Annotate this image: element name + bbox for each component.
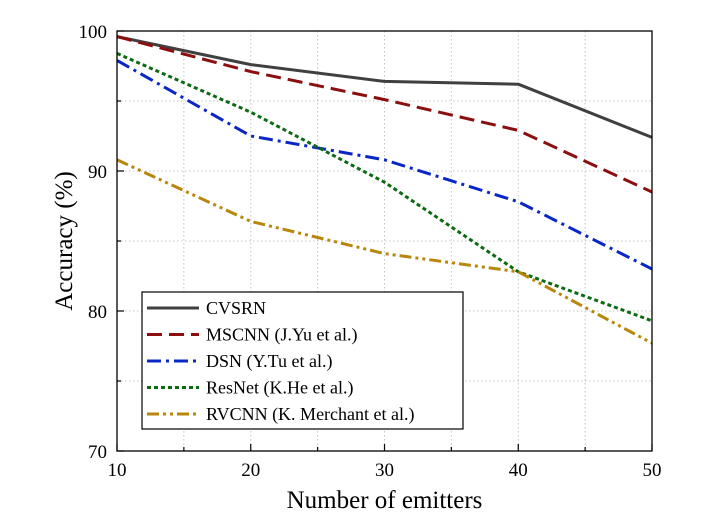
x-axis-title: Number of emitters bbox=[287, 487, 483, 514]
axis-ticks bbox=[116, 30, 653, 452]
legend-label: MSCNN (J.Yu et al.) bbox=[206, 325, 358, 346]
x-tick-label: 10 bbox=[108, 460, 127, 481]
series-line-5 bbox=[116, 158, 653, 345]
y-tick-label: 70 bbox=[88, 442, 107, 463]
y-tick-label: 80 bbox=[88, 302, 107, 323]
x-tick-label: 40 bbox=[509, 460, 528, 481]
series-line-1 bbox=[116, 35, 653, 139]
y-axis-title: Accuracy (%) bbox=[51, 171, 78, 311]
legend-label: DSN (Y.Tu et al.) bbox=[206, 351, 333, 372]
series-line-3 bbox=[116, 59, 653, 271]
series-line-2 bbox=[116, 35, 653, 194]
y-tick-label: 100 bbox=[79, 22, 108, 43]
legend: CVSRN MSCNN (J.Yu et al.) DSN (Y.Tu et al.… bbox=[141, 291, 464, 430]
x-tick-label: 20 bbox=[241, 460, 260, 481]
legend-label: CVSRN bbox=[206, 298, 266, 318]
x-tick-label: 50 bbox=[643, 460, 662, 481]
series-line-4 bbox=[116, 52, 653, 323]
y-tick-label: 90 bbox=[88, 162, 107, 183]
legend-label: ResNet (K.He et al.) bbox=[206, 378, 353, 399]
tick-labels: 10 20 30 40 50 70 80 90 100 bbox=[79, 22, 662, 481]
series-lines bbox=[116, 35, 653, 345]
x-tick-label: 30 bbox=[375, 460, 394, 481]
legend-label: RVCNN (K. Merchant et al.) bbox=[206, 404, 415, 425]
